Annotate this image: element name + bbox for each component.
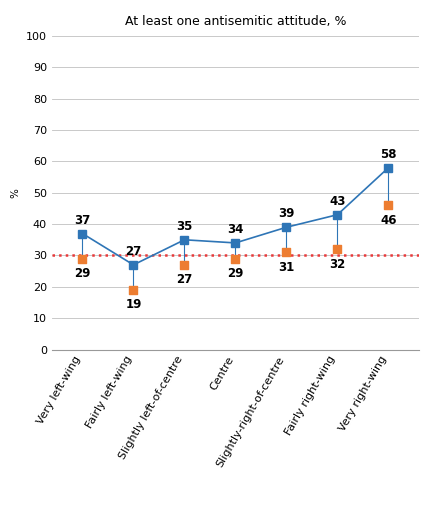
Point [79, 254, 86, 263]
Point [283, 248, 290, 256]
Text: 29: 29 [74, 267, 91, 280]
Text: 35: 35 [176, 220, 193, 233]
Text: 27: 27 [125, 245, 142, 258]
Text: 29: 29 [227, 267, 244, 280]
Point [232, 254, 239, 263]
Text: 39: 39 [278, 207, 295, 221]
Text: 43: 43 [329, 195, 346, 208]
Title: At least one antisemitic attitude, %: At least one antisemitic attitude, % [125, 15, 346, 28]
Text: 19: 19 [125, 298, 142, 311]
Text: 34: 34 [227, 223, 244, 236]
Text: 31: 31 [278, 261, 295, 273]
Text: 46: 46 [380, 214, 397, 227]
Point [334, 245, 341, 253]
Text: 32: 32 [329, 258, 346, 270]
Point [181, 261, 188, 269]
Point [130, 286, 137, 294]
Point [385, 201, 392, 209]
Text: 58: 58 [380, 148, 397, 161]
Text: 27: 27 [176, 273, 193, 286]
Y-axis label: %: % [10, 188, 20, 198]
Text: 37: 37 [74, 213, 91, 227]
